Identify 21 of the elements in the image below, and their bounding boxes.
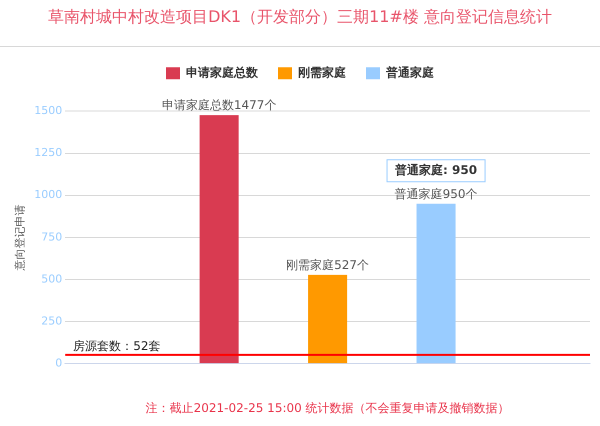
y-tick-label: 250 xyxy=(41,314,62,328)
bar xyxy=(416,204,456,364)
text: 注：截止2021-02-25 15:00 统计数据（不会重复申请及撤销数据） xyxy=(146,401,510,415)
legend-label: 申请家庭总数 xyxy=(186,65,259,80)
y-tick-label: 1500 xyxy=(34,104,62,118)
legend-label: 刚需家庭 xyxy=(298,65,346,80)
y-tick-label: 1250 xyxy=(34,146,62,160)
y-tick-label: 750 xyxy=(41,230,62,244)
y-tick-label: 500 xyxy=(41,272,62,286)
chart-title: 草南村城中村改造项目DK1（开发部分）三期11#楼 意向登记信息统计 xyxy=(48,6,552,26)
y-axis-title: 意向登记申请 xyxy=(13,204,26,272)
annotation: 普通家庭: 950 xyxy=(394,162,478,177)
y-tick-label: 1000 xyxy=(34,188,62,202)
ref-line-label: 房源套数：52套 xyxy=(73,338,160,353)
bar xyxy=(308,274,348,364)
y-tick-label: 0 xyxy=(55,356,62,370)
legend-label: 普通家庭 xyxy=(385,65,434,80)
data-label: 普通家庭950个 xyxy=(394,186,478,201)
bar xyxy=(200,115,239,364)
data-label: 刚需家庭527个 xyxy=(286,258,370,272)
data-label: 申请家庭总数1477个 xyxy=(162,98,276,112)
